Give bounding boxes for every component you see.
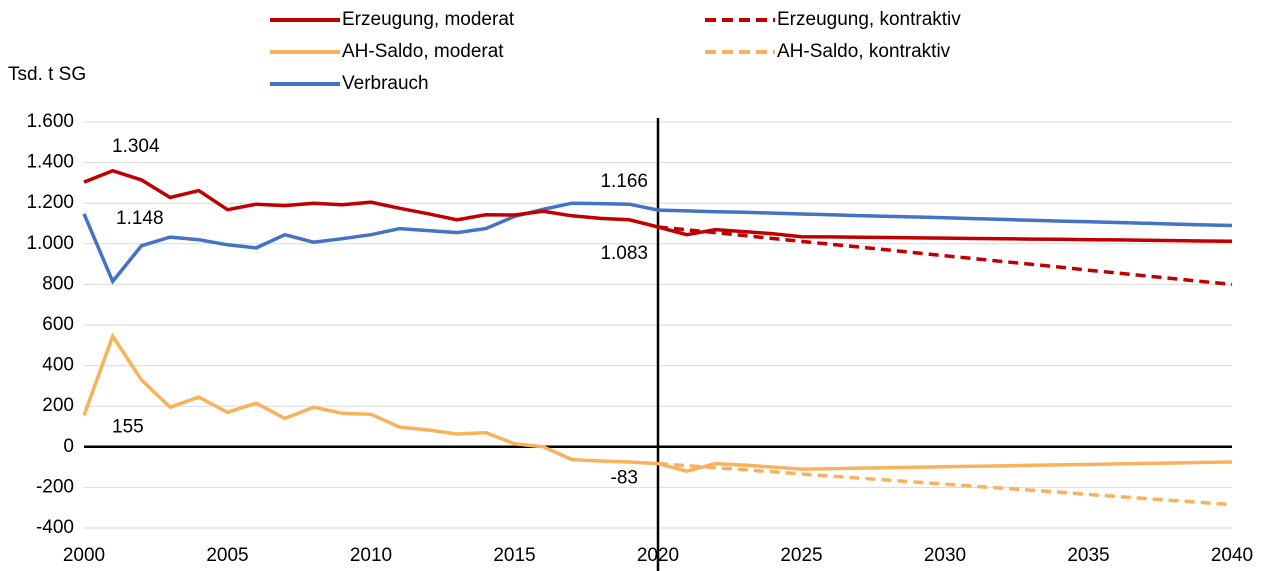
data-label: 1.083 [600,243,648,264]
line-series [657,461,1233,507]
data-label: 1.166 [600,171,648,192]
data-label: -83 [611,468,638,489]
legend-label: Erzeugung, kontraktiv [777,9,961,30]
x-tick-label: 2025 [780,545,822,566]
x-tick-label: 2005 [206,545,248,566]
y-tick-label: 400 [42,355,74,376]
x-tick-label: 2040 [1211,545,1253,566]
y-tick-label: 1.400 [26,152,74,173]
y-tick-label: 1.200 [26,192,74,213]
x-tick-label: 2000 [63,545,105,566]
legend-label: AH-Saldo, kontraktiv [777,41,951,62]
line-series [657,225,1233,287]
y-tick-label: -200 [36,476,74,497]
legend-label: Erzeugung, moderat [342,9,515,30]
y-tick-label: 0 [63,436,74,457]
y-axis-label: Tsd. t SG [8,64,86,85]
line-series [82,201,1233,285]
legend-label: Verbrauch [342,73,429,94]
y-tick-label: 200 [42,395,74,416]
data-label: 1.148 [116,208,164,229]
data-label: 1.304 [112,136,160,157]
y-tick-label: 1.000 [26,233,74,254]
x-tick-label: 2010 [350,545,392,566]
y-tick-label: -400 [36,517,74,538]
y-tick-label: 600 [42,314,74,335]
y-tick-label: 800 [42,273,74,294]
data-label: 155 [112,416,144,437]
y-tick-label: 1.600 [26,111,74,132]
x-tick-label: 2015 [493,545,535,566]
legend-label: AH-Saldo, moderat [342,41,504,62]
x-tick-label: 2030 [924,545,966,566]
x-tick-label: 2035 [1067,545,1109,566]
